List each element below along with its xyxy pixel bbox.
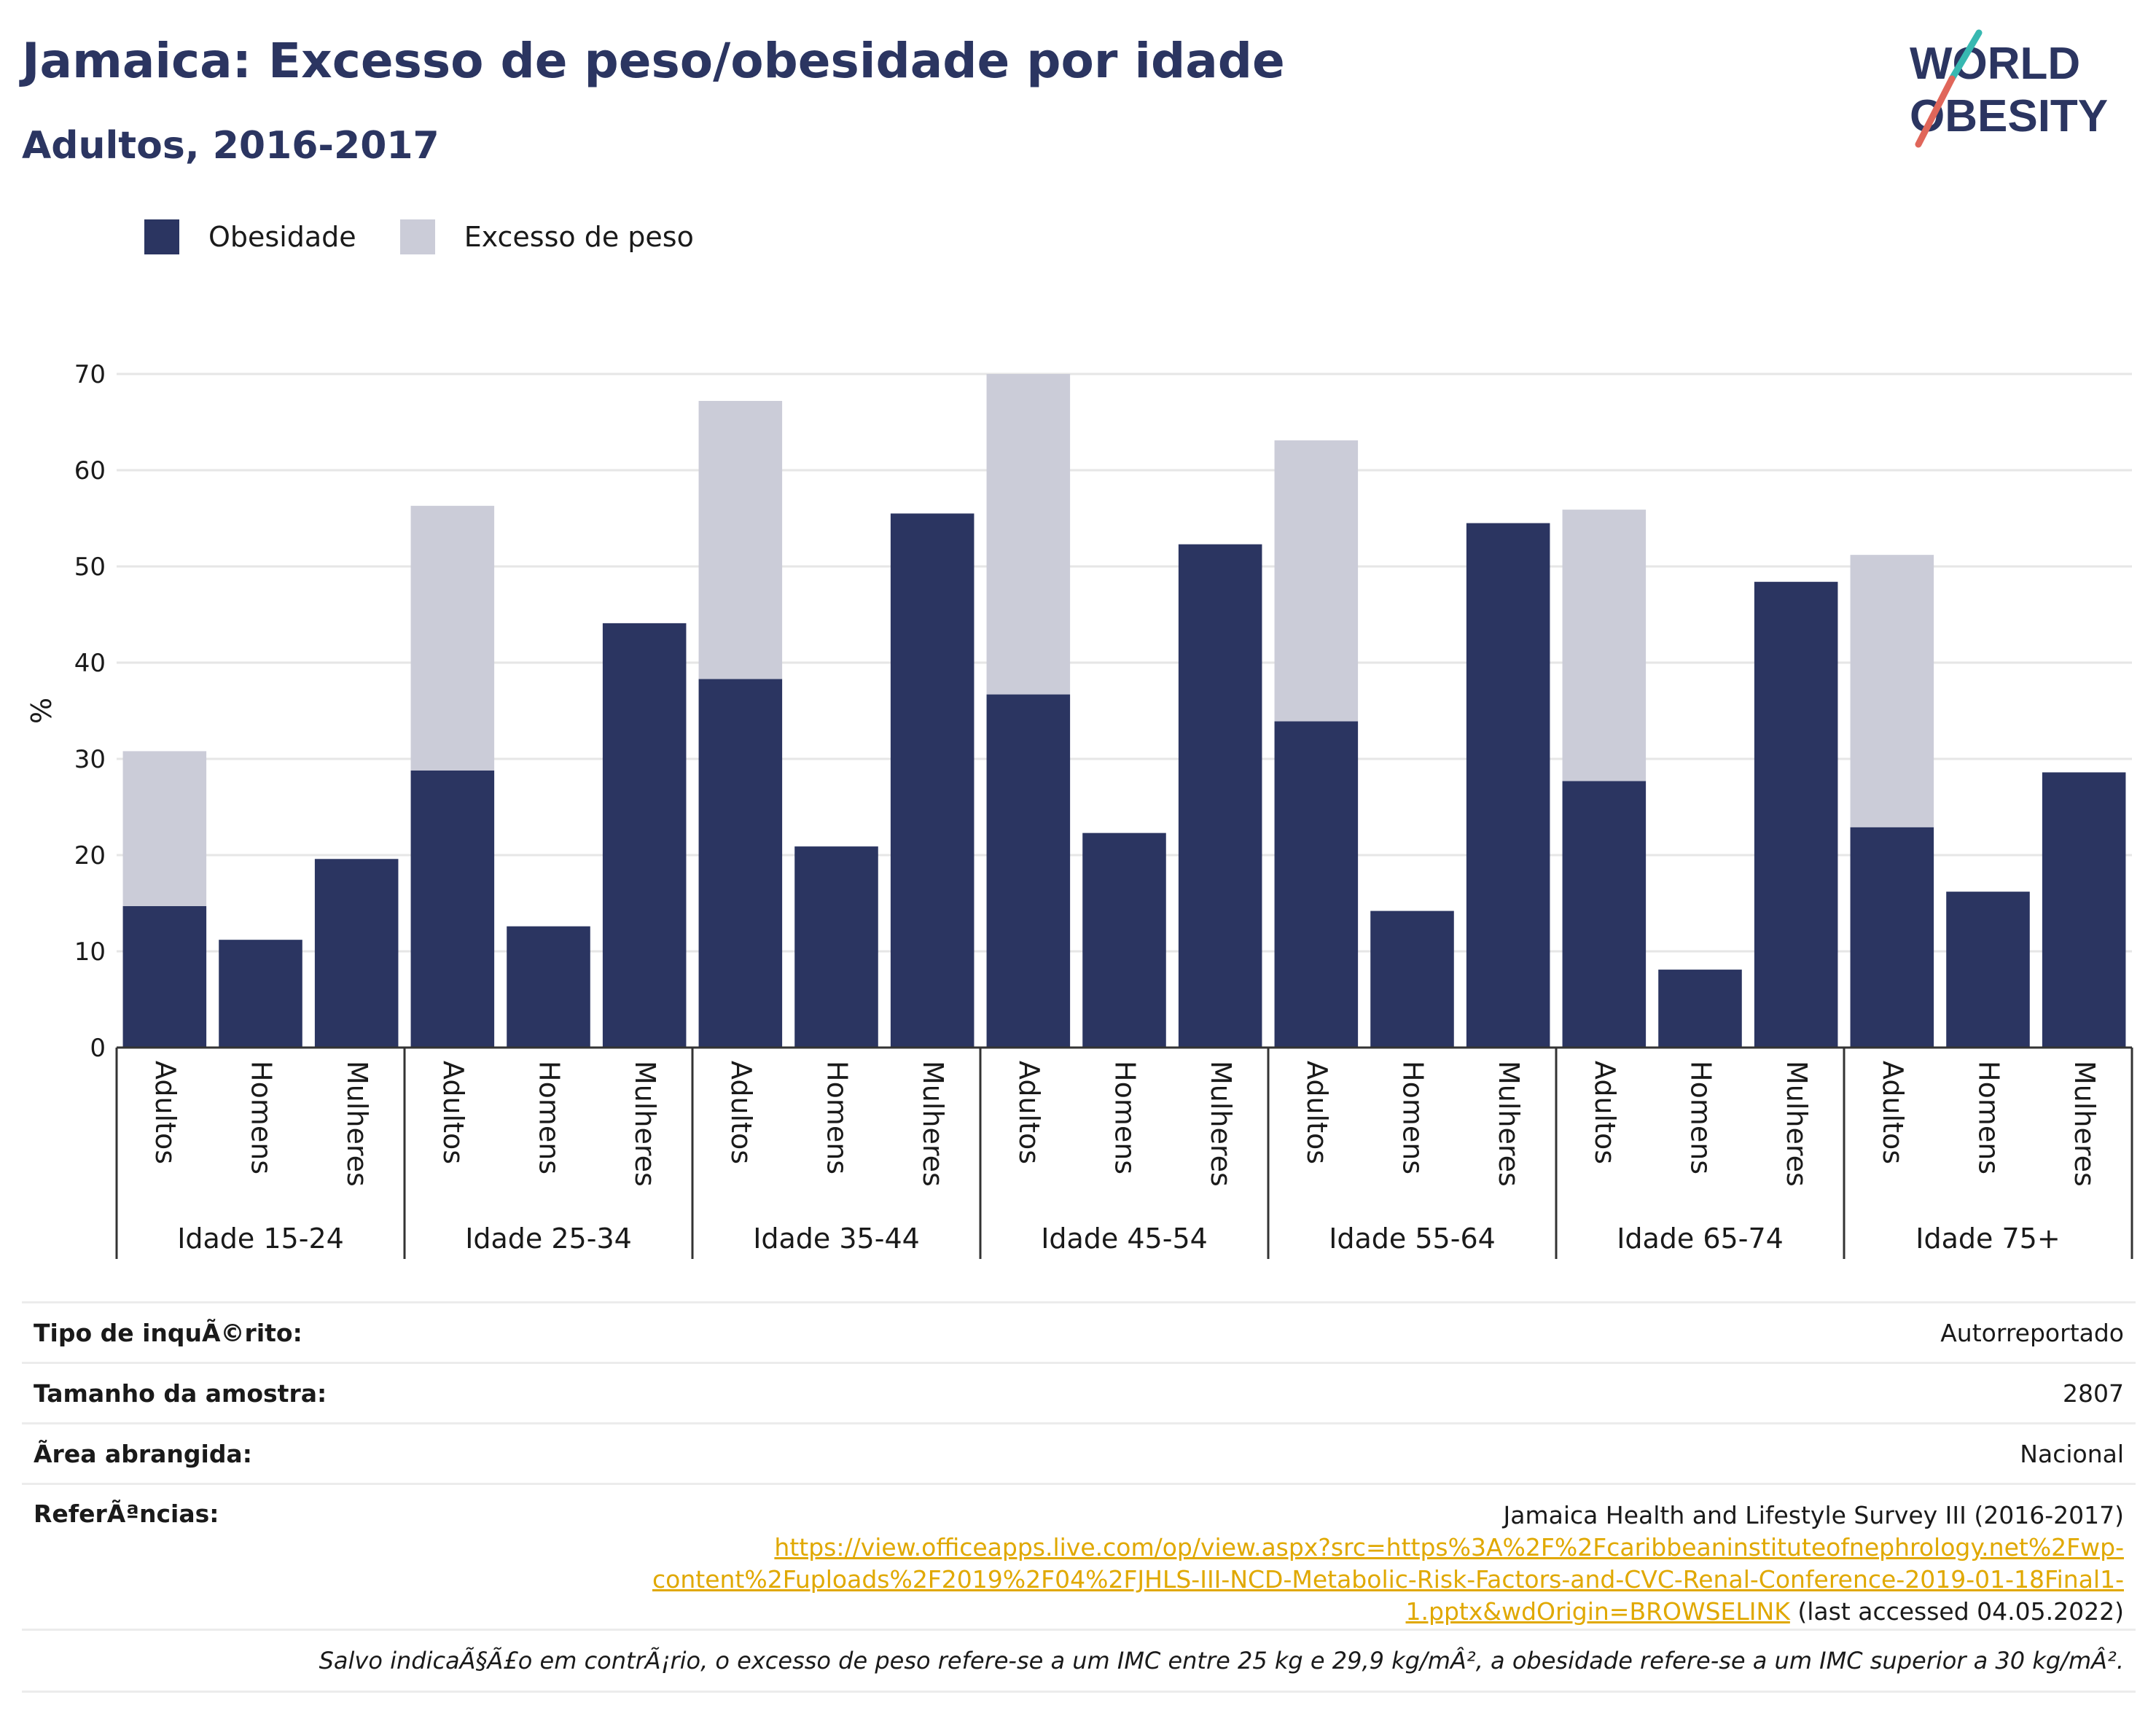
reference-link-part-1[interactable]: https://view.officeapps.live.com/op/view…: [774, 1533, 2124, 1562]
x-tick-label: Homens: [1973, 1061, 2005, 1174]
group-label: Idade 55-64: [1329, 1223, 1496, 1255]
x-tick-label: Adultos: [437, 1061, 469, 1164]
x-tick-label: Adultos: [1301, 1061, 1333, 1164]
sample-size-value: 2807: [2063, 1379, 2136, 1408]
bar-excesso-de-peso: [411, 506, 495, 771]
x-tick-label: Mulheres: [1205, 1061, 1237, 1187]
x-tick-label: Mulheres: [1493, 1061, 1525, 1187]
x-tick-label: Homens: [821, 1061, 854, 1174]
y-tick-label: 70: [74, 360, 106, 389]
x-tick-label: Adultos: [149, 1061, 181, 1164]
bar-excesso-de-peso: [987, 374, 1071, 695]
bar-obesidade: [794, 846, 878, 1048]
group-label: Idade 35-44: [753, 1223, 920, 1255]
y-tick-label: 30: [74, 745, 106, 774]
info-row-survey-type: Tipo de inquÃ©rito: Autorreportado: [22, 1301, 2136, 1362]
bar-obesidade: [219, 940, 302, 1048]
group-label: Idade 75+: [1915, 1223, 2060, 1255]
chart-title: Jamaica: Excesso de peso/obesidade por i…: [22, 33, 1285, 89]
bar-obesidade: [123, 906, 207, 1048]
bar-obesidade: [507, 927, 590, 1048]
legend-label-overweight: Excesso de peso: [464, 221, 694, 253]
bar-obesidade: [1179, 545, 1262, 1048]
bar-obesidade: [603, 623, 687, 1048]
bar-excesso-de-peso: [1851, 555, 1934, 827]
sample-size-label: Tamanho da amostra:: [22, 1379, 327, 1408]
legend-swatch-overweight: [400, 219, 435, 254]
bar-obesidade: [1946, 892, 2030, 1048]
bar-obesidade: [987, 695, 1071, 1048]
y-tick-label: 10: [74, 937, 106, 967]
x-tick-label: Adultos: [1589, 1061, 1621, 1164]
survey-type-label: Tipo de inquÃ©rito:: [22, 1319, 302, 1347]
world-obesity-logo: WORLD OBESITY: [1895, 29, 2143, 160]
info-row-sample-size: Tamanho da amostra: 2807: [22, 1362, 2136, 1422]
y-tick-label: 20: [74, 841, 106, 870]
area-label: Ã rea abrangida:: [22, 1440, 252, 1468]
y-tick-label: 40: [74, 649, 106, 678]
bar-excesso-de-peso: [123, 751, 207, 906]
x-tick-label: Homens: [1109, 1061, 1141, 1174]
bar-obesidade: [1370, 911, 1454, 1048]
bar-obesidade: [2042, 772, 2126, 1048]
bar-obesidade: [1466, 523, 1550, 1048]
bar-obesidade: [1275, 722, 1359, 1048]
legend-swatch-obesity: [144, 219, 179, 254]
bar-excesso-de-peso: [699, 401, 783, 679]
y-tick-label: 0: [90, 1034, 106, 1063]
bar-excesso-de-peso: [1275, 440, 1359, 721]
bar-excesso-de-peso: [1563, 510, 1647, 781]
legend: Obesidade Excesso de peso: [144, 215, 738, 259]
x-tick-label: Adultos: [1013, 1061, 1045, 1164]
info-row-references: ReferÃªncias: Jamaica Health and Lifesty…: [22, 1483, 2136, 1629]
logo-text-world: WORLD: [1910, 39, 2080, 89]
bar-obesidade: [1658, 970, 1742, 1048]
info-row-area: Ã rea abrangida: Nacional: [22, 1422, 2136, 1483]
info-table: Tipo de inquÃ©rito: Autorreportado Taman…: [22, 1301, 2136, 1693]
x-tick-label: Mulheres: [629, 1061, 661, 1187]
x-tick-label: Homens: [1397, 1061, 1429, 1174]
x-tick-label: Mulheres: [2069, 1061, 2101, 1187]
area-value: Nacional: [2020, 1440, 2136, 1468]
bar-obesidade: [891, 513, 975, 1048]
y-tick-label: 50: [74, 553, 106, 582]
reference-title: Jamaica Health and Lifestyle Survey III …: [652, 1500, 2124, 1532]
bar-obesidade: [315, 859, 399, 1048]
group-label: Idade 65-74: [1617, 1223, 1784, 1255]
x-tick-label: Adultos: [1877, 1061, 1909, 1164]
bar-obesidade: [411, 771, 495, 1048]
x-tick-label: Mulheres: [917, 1061, 949, 1187]
group-label: Idade 45-54: [1041, 1223, 1208, 1255]
x-tick-label: Homens: [1685, 1061, 1717, 1174]
reference-link-part-2[interactable]: content%2Fuploads%2F2019%2F04%2FJHLS-III…: [652, 1565, 2124, 1594]
x-tick-label: Adultos: [725, 1061, 757, 1164]
x-tick-label: Homens: [534, 1061, 566, 1174]
bar-obesidade: [1563, 781, 1647, 1048]
reference-accessed-date: (last accessed 04.05.2022): [1790, 1597, 2124, 1626]
x-tick-label: Homens: [246, 1061, 278, 1174]
footnote: Salvo indicaÃ§Ã£o em contrÃ¡rio, o exces…: [22, 1629, 2136, 1693]
reference-link-part-3[interactable]: 1.pptx&wdOrigin=BROWSELINK: [1406, 1597, 1790, 1626]
chart-subtitle: Adultos, 2016-2017: [22, 124, 440, 168]
y-tick-label: 60: [74, 456, 106, 486]
x-tick-label: Mulheres: [1781, 1061, 1813, 1187]
x-tick-label: Mulheres: [341, 1061, 373, 1187]
references-label: ReferÃªncias:: [22, 1500, 219, 1528]
bar-obesidade: [699, 679, 783, 1048]
group-label: Idade 25-34: [465, 1223, 632, 1255]
bar-obesidade: [1082, 833, 1166, 1048]
y-axis-label: %: [26, 698, 58, 724]
group-label: Idade 15-24: [177, 1223, 344, 1255]
references-value: Jamaica Health and Lifestyle Survey III …: [652, 1500, 2136, 1628]
legend-label-obesity: Obesidade: [208, 221, 356, 253]
survey-type-value: Autorreportado: [1940, 1319, 2136, 1347]
bar-obesidade: [1851, 827, 1934, 1048]
bar-obesidade: [1754, 582, 1838, 1048]
bar-chart: 0 10 20 30 40 50 60 70% Adultos Homens Mulheres Adu…: [0, 321, 2156, 1298]
